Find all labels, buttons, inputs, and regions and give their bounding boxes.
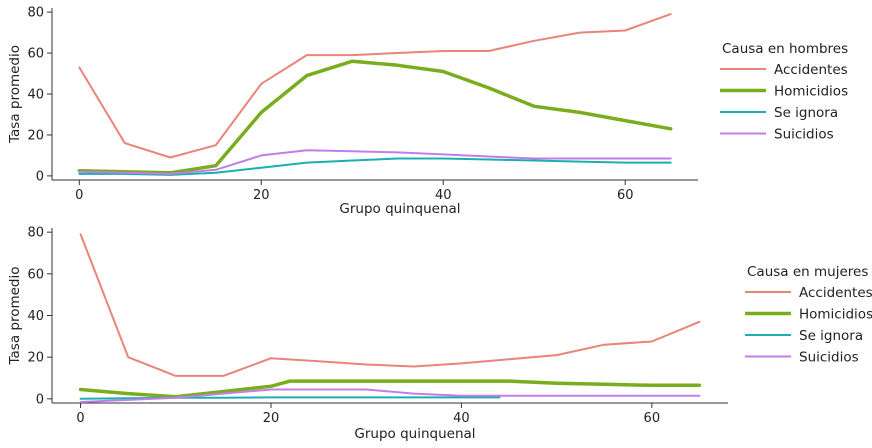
y-axis-title: Tasa promedio [7, 266, 23, 365]
x-tick-label: 40 [453, 411, 470, 426]
x-tick-label: 20 [263, 411, 280, 426]
series-line-se-ignora [78, 157, 672, 176]
x-axis-title: Grupo quinquenal [339, 201, 460, 217]
legend-label-homicidios: Homicidios [799, 307, 872, 323]
x-tick-label: 60 [644, 411, 661, 426]
series-line-homicidios [78, 379, 702, 399]
legend-label-accidentes: Accidentes [774, 62, 848, 78]
legend-title: Causa en mujeres [747, 264, 868, 280]
x-axis-title: Grupo quinquenal [354, 426, 475, 442]
legend-label-homicidios: Homicidios [774, 84, 848, 100]
series-line-suicidios [79, 388, 701, 403]
series-line-accidentes [78, 13, 672, 159]
y-tick-label: 0 [36, 392, 44, 407]
legend-label-suicidios: Suicidios [799, 350, 859, 366]
y-tick-label: 80 [27, 6, 44, 21]
y-tick-label: 40 [27, 88, 44, 103]
legend-label-se-ignora: Se ignora [774, 105, 838, 121]
x-tick-label: 0 [76, 411, 84, 426]
x-tick-label: 0 [75, 188, 83, 203]
x-tick-label: 20 [253, 188, 270, 203]
legend-label-se-ignora: Se ignora [799, 328, 863, 344]
y-tick-label: 0 [36, 169, 44, 184]
legend-title: Causa en hombres [722, 41, 848, 57]
y-tick-label: 60 [27, 47, 44, 62]
chart-panel-1: 0 20 40 60 80 0 20 40 60 Grupo quinquenal Tasa pro… [7, 6, 848, 217]
legend-label-accidentes: Accidentes [799, 285, 872, 301]
series-line-suicidios [78, 149, 672, 175]
x-tick-label: 60 [617, 188, 634, 203]
y-tick-label: 20 [27, 351, 44, 366]
series-line-accidentes [79, 233, 701, 377]
x-tick-label: 40 [435, 188, 452, 203]
y-tick-label: 20 [27, 128, 44, 143]
series-line-homicidios [77, 59, 673, 175]
y-axis-title: Tasa promedio [7, 45, 23, 144]
chart-panel-2: 0 20 40 60 80 0 20 40 60 Grupo quinquenal Tasa pro… [7, 226, 872, 442]
legend-label-suicidios: Suicidios [774, 127, 834, 143]
y-tick-label: 60 [27, 267, 44, 282]
y-tick-label: 40 [27, 309, 44, 324]
y-tick-label: 80 [27, 226, 44, 241]
